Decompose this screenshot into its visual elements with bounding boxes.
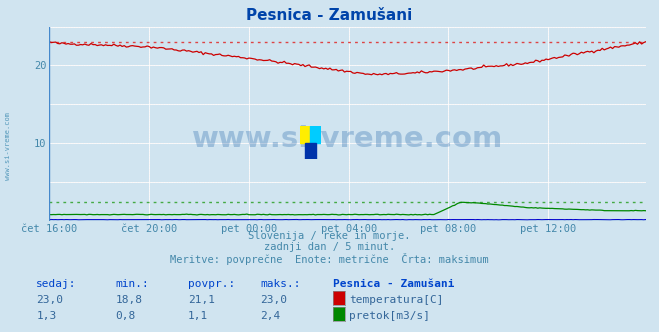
Bar bbox=[310, 126, 321, 143]
Text: 2,4: 2,4 bbox=[260, 311, 281, 321]
Text: Meritve: povprečne  Enote: metrične  Črta: maksimum: Meritve: povprečne Enote: metrične Črta:… bbox=[170, 253, 489, 265]
Text: Slovenija / reke in morje.: Slovenija / reke in morje. bbox=[248, 231, 411, 241]
Bar bbox=[300, 126, 310, 143]
Text: povpr.:: povpr.: bbox=[188, 279, 235, 289]
Text: 23,0: 23,0 bbox=[36, 295, 63, 305]
Text: zadnji dan / 5 minut.: zadnji dan / 5 minut. bbox=[264, 242, 395, 252]
Text: min.:: min.: bbox=[115, 279, 149, 289]
Text: maks.:: maks.: bbox=[260, 279, 301, 289]
Text: pretok[m3/s]: pretok[m3/s] bbox=[349, 311, 430, 321]
Text: www.si-vreme.com: www.si-vreme.com bbox=[5, 112, 11, 180]
Text: www.si-vreme.com: www.si-vreme.com bbox=[192, 125, 503, 153]
Text: Pesnica - Zamušani: Pesnica - Zamušani bbox=[246, 8, 413, 23]
Text: 18,8: 18,8 bbox=[115, 295, 142, 305]
Text: 1,1: 1,1 bbox=[188, 311, 208, 321]
Text: 23,0: 23,0 bbox=[260, 295, 287, 305]
Text: Pesnica - Zamušani: Pesnica - Zamušani bbox=[333, 279, 454, 289]
Text: temperatura[C]: temperatura[C] bbox=[349, 295, 444, 305]
Text: sedaj:: sedaj: bbox=[36, 279, 76, 289]
Bar bbox=[305, 143, 316, 159]
Text: 1,3: 1,3 bbox=[36, 311, 57, 321]
Text: 21,1: 21,1 bbox=[188, 295, 215, 305]
Text: 0,8: 0,8 bbox=[115, 311, 136, 321]
